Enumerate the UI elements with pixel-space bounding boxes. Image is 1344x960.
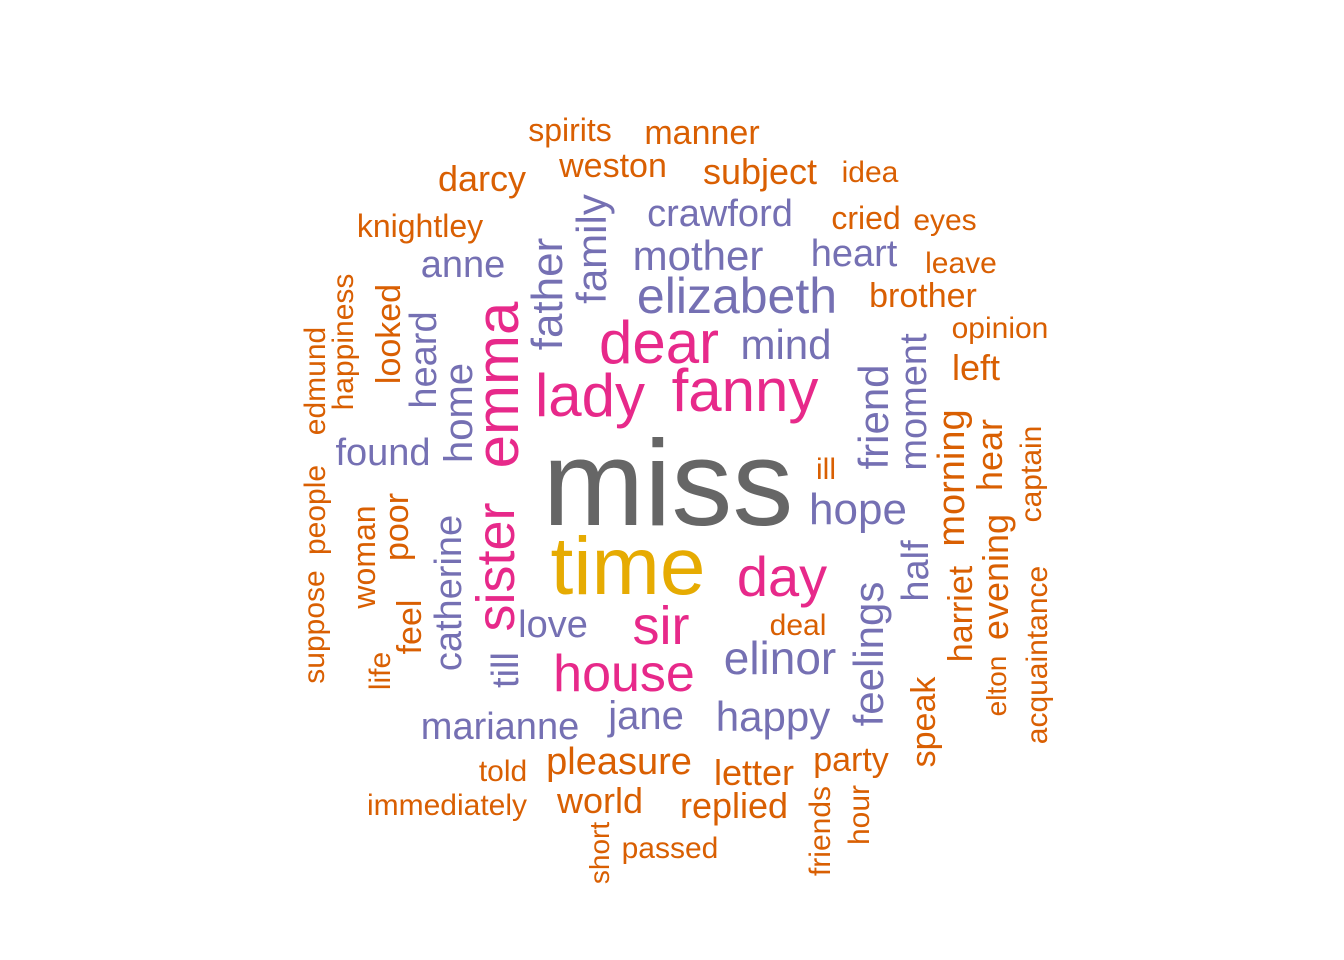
word-mother: mother [632, 232, 764, 279]
word-fanny: fanny [671, 357, 819, 424]
word-eyes: eyes [913, 204, 977, 237]
word-opinion: opinion [951, 312, 1049, 345]
word-heard: heard [403, 311, 445, 409]
word-feel: feel [391, 599, 429, 655]
word-moment: moment [893, 333, 935, 471]
word-cried: cried [831, 200, 901, 236]
word-deal: deal [769, 609, 827, 642]
word-poor: poor [378, 492, 416, 562]
word-leave: leave [925, 247, 997, 280]
word-immediately: immediately [366, 789, 528, 822]
word-harriet: harriet [942, 565, 980, 663]
word-manner: manner [644, 114, 760, 152]
word-party: party [813, 741, 889, 779]
word-lady: lady [534, 362, 646, 429]
word-short: short [584, 821, 615, 885]
word-idea: idea [841, 156, 899, 189]
word-happiness: happiness [327, 273, 360, 411]
word-pleasure: pleasure [546, 741, 692, 783]
word-found: found [335, 432, 431, 474]
word-subject: subject [702, 151, 818, 192]
word-told: told [478, 755, 528, 788]
word-crawford: crawford [647, 193, 793, 235]
word-morning: morning [931, 409, 973, 547]
word-friend: friend [850, 364, 897, 470]
word-hear: hear [969, 418, 1010, 492]
word-happy: happy [715, 693, 831, 740]
word-mind: mind [740, 321, 832, 368]
word-sir: sir [632, 596, 690, 656]
word-sister: sister [466, 502, 526, 632]
word-hope: hope [809, 485, 907, 534]
word-family: family [568, 194, 615, 304]
word-catherine: catherine [428, 514, 470, 672]
word-looked: looked [370, 283, 408, 385]
word-passed: passed [621, 832, 719, 865]
word-home: home [437, 362, 481, 464]
word-time: time [550, 521, 706, 612]
word-day: day [736, 545, 828, 608]
word-world: world [556, 780, 644, 821]
word-brother: brother [869, 277, 977, 315]
word-elizabeth: elizabeth [636, 268, 838, 324]
word-half: half [895, 540, 937, 602]
word-anne: anne [420, 244, 506, 286]
word-replied: replied [679, 785, 789, 826]
word-feelings: feelings [845, 581, 892, 727]
word-till: till [485, 652, 527, 688]
word-marianne: marianne [420, 706, 580, 748]
word-dear: dear [598, 309, 720, 376]
word-father: father [523, 237, 572, 351]
word-woman: woman [346, 505, 382, 609]
word-acquaintance: acquaintance [1021, 565, 1054, 745]
word-edmund: edmund [299, 326, 332, 436]
word-miss: miss [542, 415, 794, 551]
word-letter: letter [713, 752, 795, 793]
word-jane: jane [608, 694, 684, 738]
word-captain: captain [1015, 425, 1048, 523]
word-elton: elton [981, 655, 1012, 717]
word-life: life [364, 651, 397, 691]
word-knightley: knightley [356, 208, 484, 244]
word-speak: speak [905, 676, 943, 768]
word-love: love [518, 604, 588, 646]
word-elinor: elinor [723, 632, 837, 684]
word-darcy: darcy [437, 158, 527, 199]
word-spirits: spirits [528, 112, 612, 148]
word-ill: ill [816, 453, 836, 486]
word-house: house [553, 645, 695, 703]
word-evening: evening [975, 513, 1016, 641]
word-left: left [951, 347, 1001, 388]
word-suppose: suppose [298, 570, 331, 684]
word-hour: hour [843, 784, 876, 846]
word-heart: heart [810, 233, 898, 275]
word-friends: friends [804, 785, 837, 877]
word-weston: weston [559, 147, 667, 185]
word-people: people [299, 464, 332, 556]
